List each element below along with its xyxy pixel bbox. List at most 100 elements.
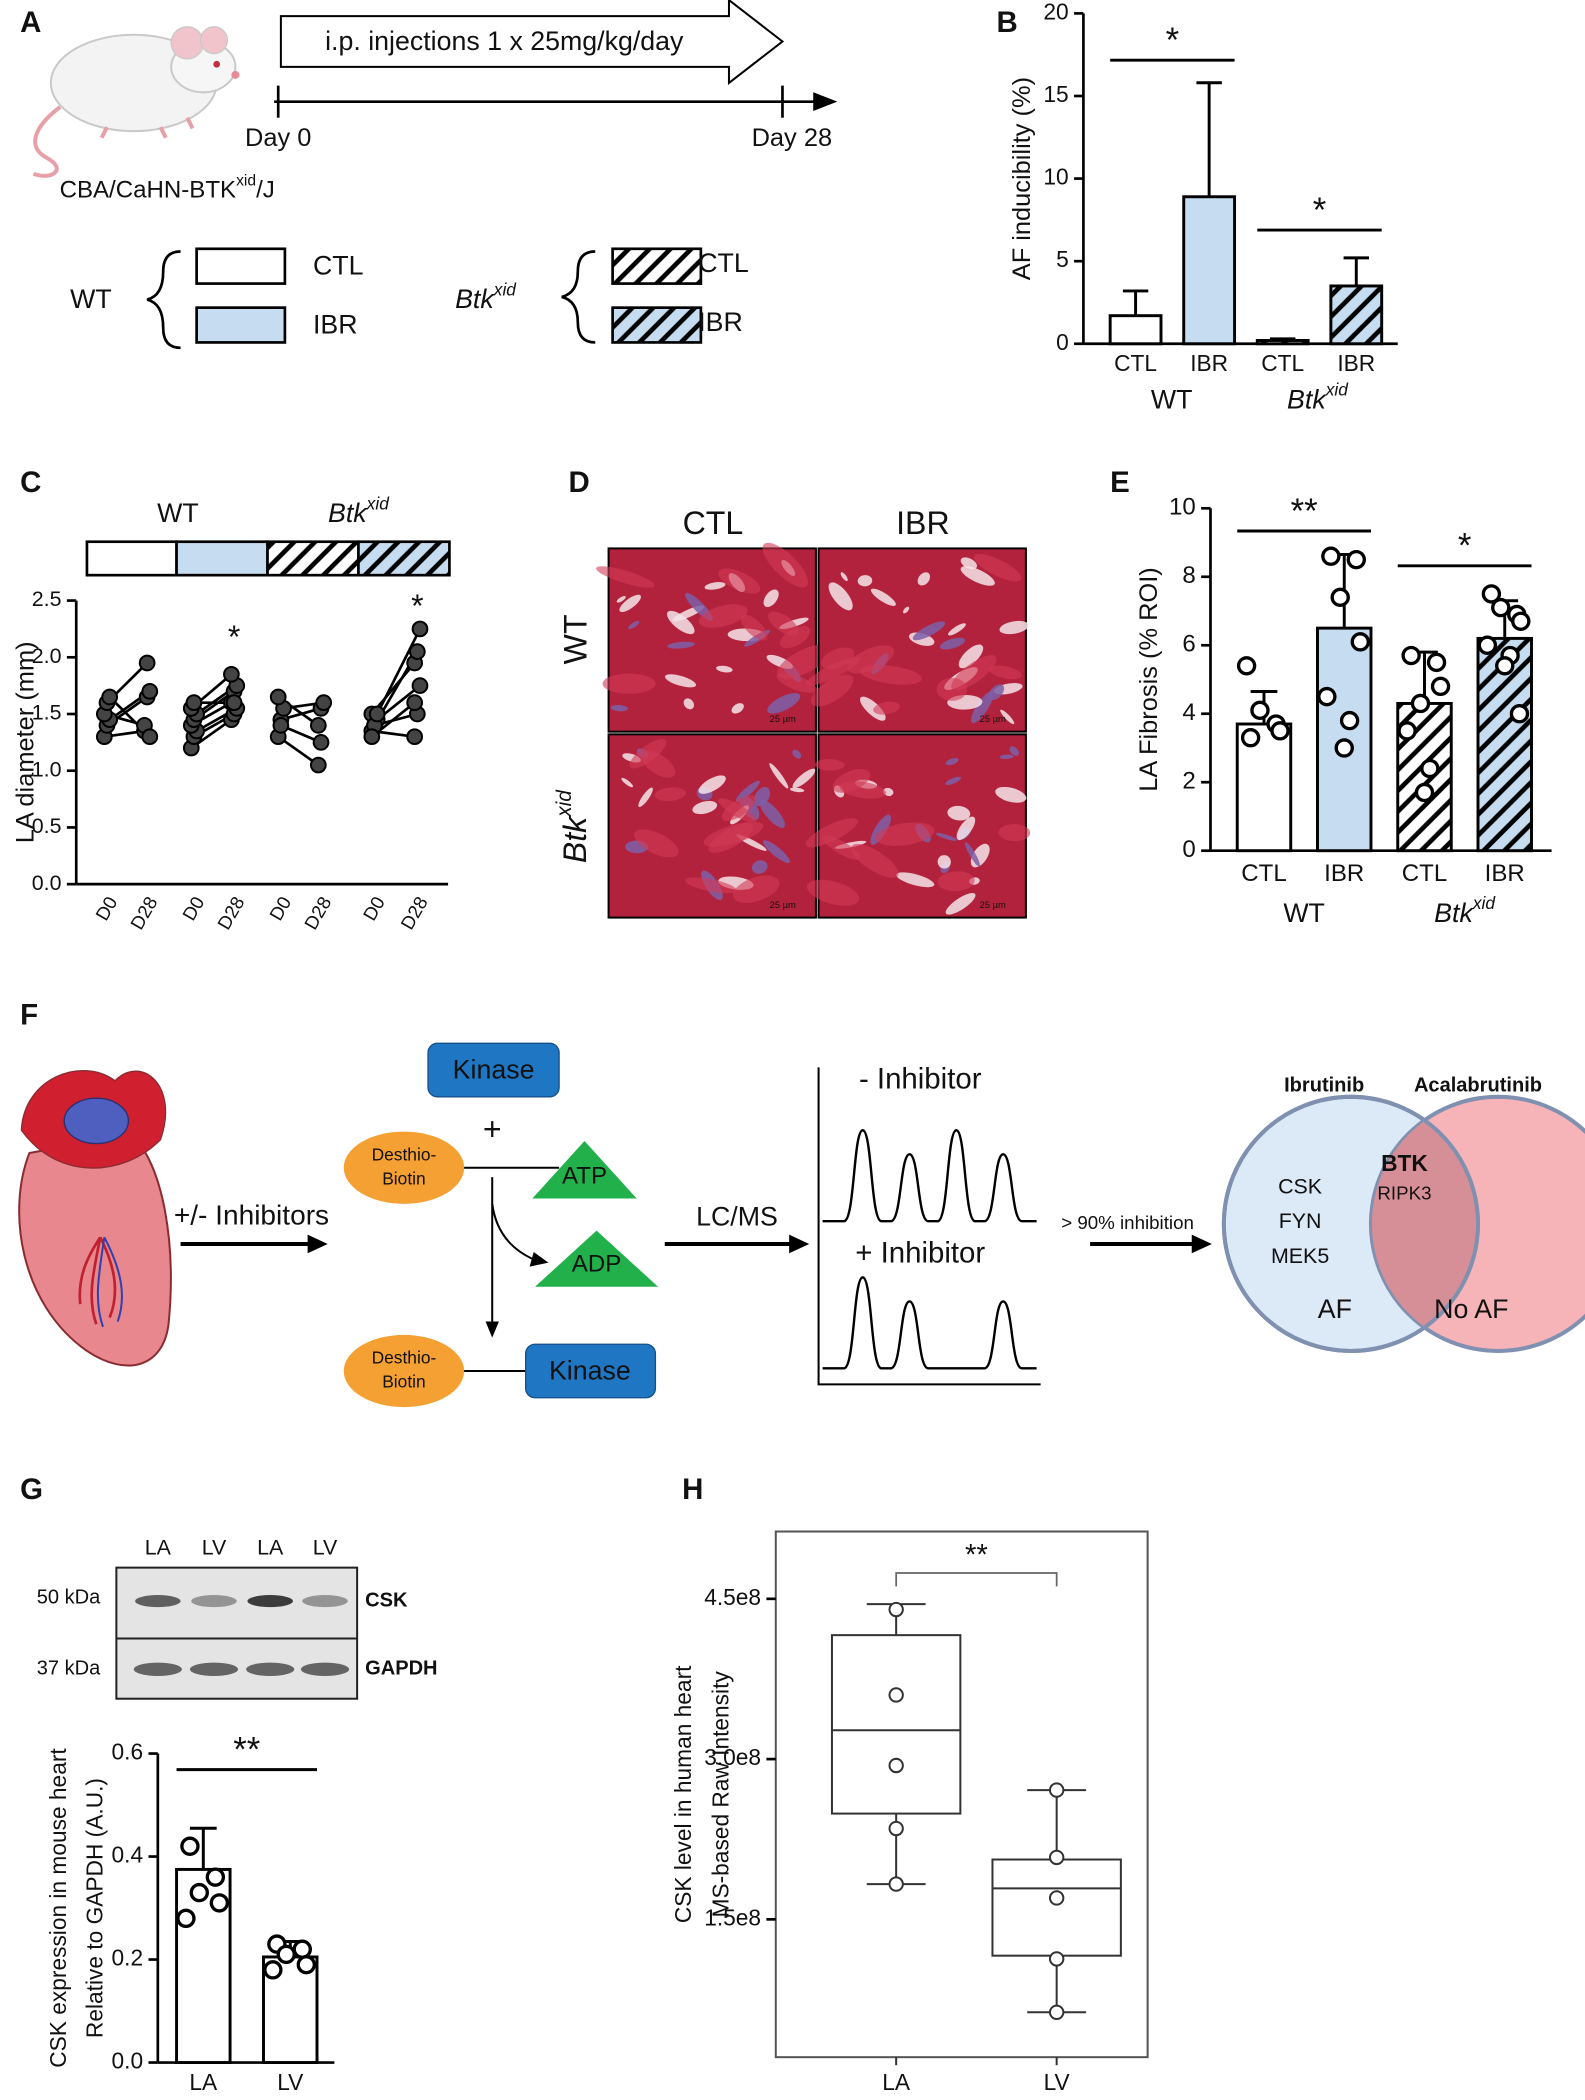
tissue-gap <box>840 572 848 582</box>
whisker-high <box>1027 1789 1087 1860</box>
panel-label: E <box>1110 466 1130 499</box>
y-tick-label: 1.5e8 <box>704 1904 761 1930</box>
data-point <box>1048 1849 1065 1866</box>
x-tick-label: CTL <box>1402 860 1447 887</box>
tissue-gap <box>769 763 789 789</box>
desthio-biotin <box>343 1131 465 1204</box>
muscle-fiber <box>851 843 899 878</box>
panel-label: D <box>568 466 589 499</box>
y-axis-label: MS-based Raw Intensity <box>707 1671 733 1918</box>
muscle-fiber <box>708 822 754 853</box>
blot-band <box>300 1662 350 1676</box>
x-tick-label: D28 <box>213 893 248 933</box>
tissue-gap <box>935 832 957 841</box>
data-point <box>1048 1782 1065 1798</box>
desthio-biotin <box>343 1334 465 1408</box>
data-point <box>309 716 327 734</box>
threshold-label: > 90% inhibition <box>1061 1212 1194 1233</box>
text-superscript: xid <box>552 789 575 818</box>
x-tick-label: D28 <box>396 893 431 933</box>
text-main: Btk <box>1434 898 1474 928</box>
group-label: WT <box>157 498 199 528</box>
data-point <box>309 756 327 774</box>
legend-swatch <box>611 247 703 285</box>
blot-band <box>302 1595 348 1608</box>
legend-swatch <box>611 306 703 344</box>
data-point <box>406 694 424 712</box>
legend-swatch <box>195 306 287 344</box>
data-point <box>1430 676 1451 697</box>
mouse-eye <box>213 60 221 68</box>
y-tick-label: 2.0 <box>32 644 62 668</box>
mouse-nose <box>231 70 240 79</box>
tissue-gap <box>664 674 697 688</box>
y-axis-label: CSK expression in mouse heart <box>45 1748 71 2068</box>
arrowhead <box>529 1251 549 1267</box>
tissue-gap <box>937 855 951 869</box>
tissue-gap <box>912 621 946 641</box>
tissue-gap <box>616 596 626 603</box>
significance-label: ** <box>1291 493 1318 531</box>
data-point <box>1511 611 1531 631</box>
muscle-fiber <box>859 664 922 685</box>
panel-label: B <box>996 6 1017 39</box>
muscle-fiber <box>718 798 757 823</box>
trace-label: + Inhibitor <box>855 1236 985 1269</box>
heart-vessel <box>63 1097 130 1145</box>
data-point <box>888 1876 904 1892</box>
atp-label: ATP <box>562 1162 607 1189</box>
data-point <box>1481 584 1502 604</box>
data-point <box>1410 693 1431 714</box>
muscle-fiber <box>768 611 799 636</box>
significance-label: * <box>1313 192 1327 230</box>
heart-illustration <box>18 1070 172 1367</box>
muscle-fiber <box>811 674 854 707</box>
tissue-gap <box>759 799 785 828</box>
data-point <box>363 728 381 746</box>
lane-label: LV <box>313 1536 338 1560</box>
group-label: Btkxid <box>1434 893 1496 928</box>
data-point <box>263 1960 283 1980</box>
muscle-fiber <box>937 871 975 892</box>
tissue-gap <box>947 805 971 821</box>
data-point <box>292 1939 312 1959</box>
tissue-gap <box>960 566 995 586</box>
tissue-gap <box>619 594 641 613</box>
error-bar <box>1196 81 1222 197</box>
tissue-gap <box>716 665 733 673</box>
muscle-fiber <box>685 877 737 894</box>
x-tick-label: D0 <box>91 893 121 924</box>
y-tick-label: 6 <box>1182 631 1195 658</box>
brace <box>146 250 181 350</box>
data-point <box>272 716 290 734</box>
data-point <box>138 654 156 672</box>
x-tick-label: IBR <box>1337 350 1375 376</box>
tissue-gap <box>995 786 1027 803</box>
x-tick-label: LV <box>1044 2069 1071 2095</box>
muscle-fiber <box>807 879 860 906</box>
arrowhead <box>485 1321 499 1338</box>
tissue-gap <box>754 786 771 807</box>
y-tick-label: 8 <box>1182 562 1195 589</box>
arrowhead <box>1191 1234 1212 1254</box>
y-axis-label: CSK level in human heart <box>670 1665 696 1923</box>
western-blot <box>115 1566 359 1700</box>
y-axis-label: Relative to GAPDH (A.U.) <box>81 1778 107 2038</box>
y-axis-label: LA Fibrosis (% ROI) <box>1135 567 1163 791</box>
muscle-fiber <box>839 781 887 799</box>
significance-label: * <box>1166 22 1180 60</box>
significance-label: ** <box>965 1539 988 1572</box>
marker-label: 37 kDa <box>37 1658 101 1680</box>
column-label: CTL <box>683 505 744 541</box>
venn-member: FYN <box>1279 1209 1322 1233</box>
x-tick-label: IBR <box>1485 860 1525 887</box>
data-point <box>1334 738 1354 758</box>
text-superscript: xid <box>493 279 518 299</box>
text-main: Btk <box>1287 384 1327 414</box>
text-superscript: xid <box>1472 893 1497 913</box>
muscle-fiber <box>698 604 748 628</box>
data-point <box>1346 549 1366 570</box>
significance-bracket <box>895 1572 1058 1587</box>
tissue-gap <box>945 892 976 915</box>
